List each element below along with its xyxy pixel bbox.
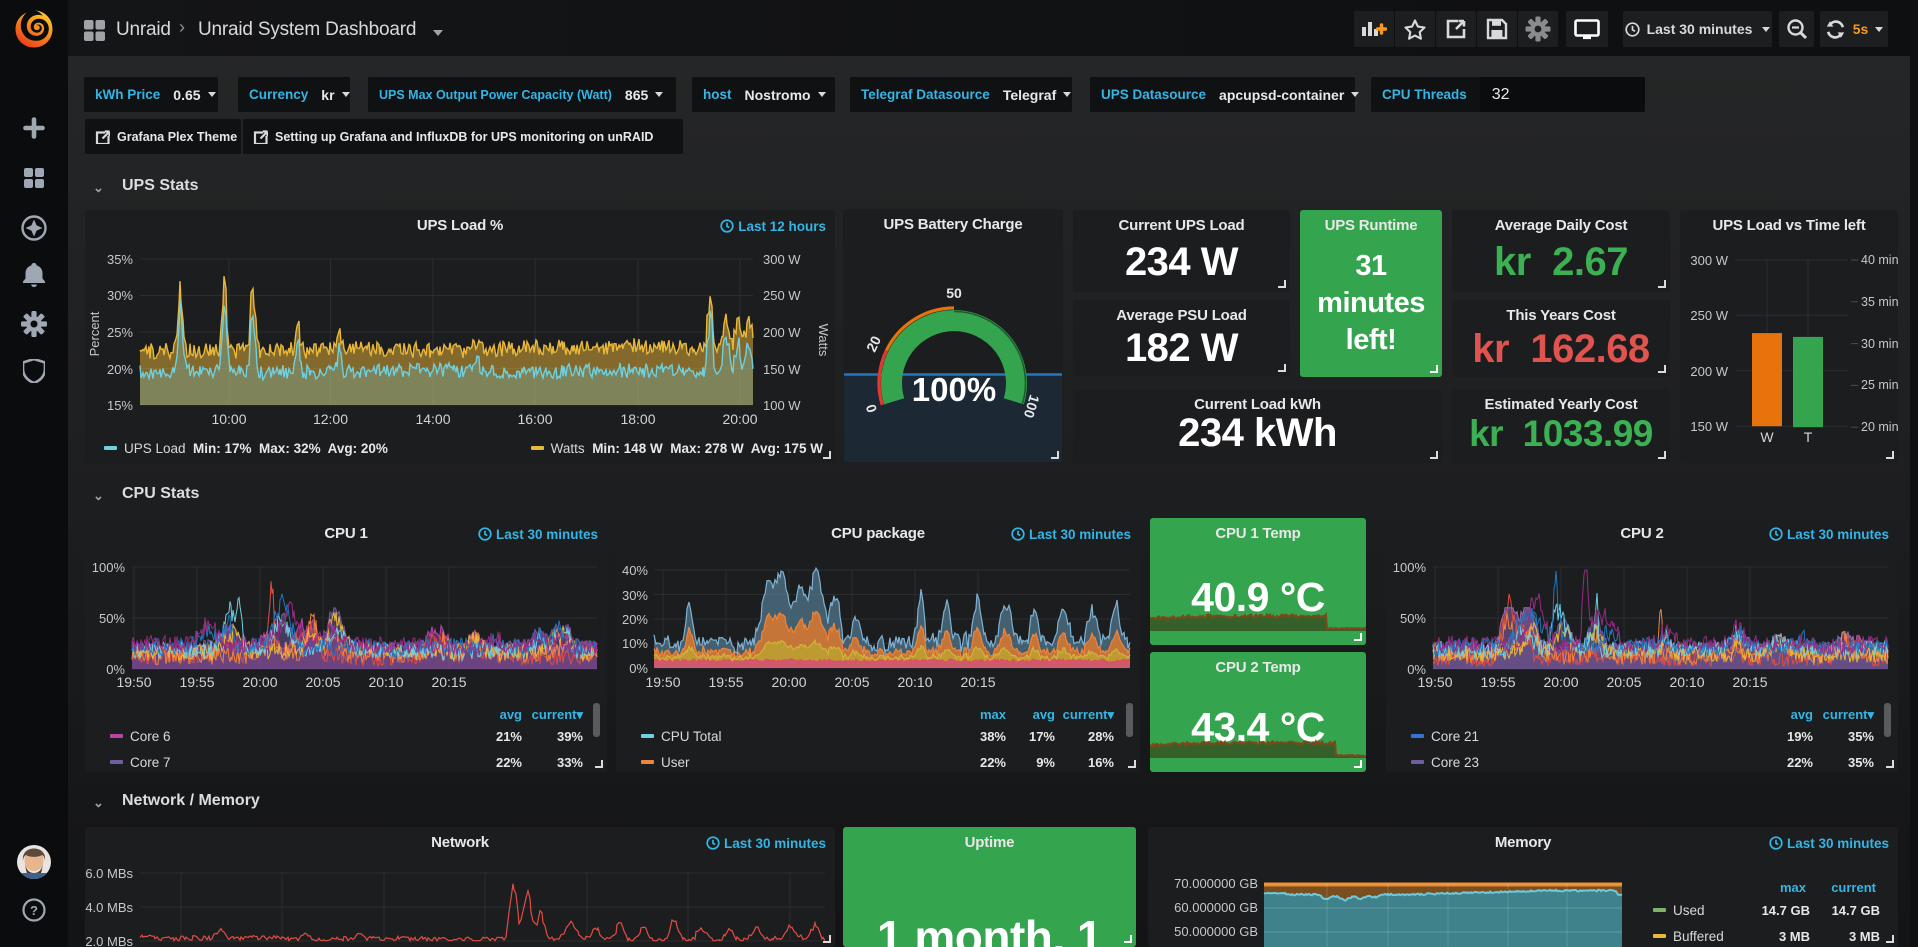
- svg-text:20:00: 20:00: [771, 674, 806, 690]
- svg-text:18:00: 18:00: [620, 411, 655, 427]
- svg-text:250 W: 250 W: [1690, 308, 1728, 323]
- svg-text:25 min: 25 min: [1861, 378, 1898, 392]
- svg-text:20:05: 20:05: [834, 674, 869, 690]
- svg-text:20:05: 20:05: [305, 674, 340, 690]
- svg-text:60.000000 GB: 60.000000 GB: [1174, 900, 1258, 915]
- svg-text:20:10: 20:10: [897, 674, 932, 690]
- svg-text:250 W: 250 W: [763, 288, 801, 303]
- svg-text:Percent: Percent: [87, 311, 102, 356]
- svg-text:20:00: 20:00: [242, 674, 277, 690]
- svg-text:200 W: 200 W: [1690, 364, 1728, 379]
- svg-text:50: 50: [946, 285, 962, 301]
- svg-text:0%: 0%: [629, 661, 648, 676]
- svg-text:200 W: 200 W: [763, 325, 801, 340]
- svg-text:40%: 40%: [622, 563, 648, 578]
- svg-text:T: T: [1804, 429, 1813, 445]
- svg-text:20:00: 20:00: [1543, 674, 1578, 690]
- svg-text:19:50: 19:50: [1417, 674, 1452, 690]
- svg-text:35 min: 35 min: [1861, 295, 1898, 309]
- svg-text:10:00: 10:00: [211, 411, 246, 427]
- svg-text:2.0 MBs: 2.0 MBs: [85, 934, 133, 947]
- svg-text:300 W: 300 W: [763, 252, 801, 267]
- svg-text:20:15: 20:15: [1732, 674, 1767, 690]
- svg-text:16:00: 16:00: [517, 411, 552, 427]
- svg-text:20:05: 20:05: [1606, 674, 1641, 690]
- svg-text:0%: 0%: [106, 662, 125, 677]
- svg-text:20:10: 20:10: [368, 674, 403, 690]
- svg-text:50%: 50%: [99, 611, 125, 626]
- svg-text:70.000000 GB: 70.000000 GB: [1174, 876, 1258, 891]
- svg-text:20:00: 20:00: [722, 411, 757, 427]
- svg-text:19:50: 19:50: [116, 674, 151, 690]
- svg-text:150 W: 150 W: [763, 362, 801, 377]
- svg-text:20 min: 20 min: [1861, 420, 1898, 434]
- svg-text:100%: 100%: [1393, 560, 1427, 575]
- svg-text:20%: 20%: [622, 612, 648, 627]
- svg-text:20%: 20%: [107, 362, 133, 377]
- svg-text:Watts: Watts: [816, 324, 831, 357]
- svg-text:19:55: 19:55: [708, 674, 743, 690]
- svg-text:100%: 100%: [92, 560, 126, 575]
- svg-text:300 W: 300 W: [1690, 253, 1728, 268]
- svg-text:30 min: 30 min: [1861, 337, 1898, 351]
- svg-text:30%: 30%: [622, 588, 648, 603]
- svg-text:12:00: 12:00: [313, 411, 348, 427]
- svg-text:?: ?: [30, 903, 38, 918]
- svg-text:20:10: 20:10: [1669, 674, 1704, 690]
- svg-text:15%: 15%: [107, 398, 133, 413]
- svg-text:19:55: 19:55: [179, 674, 214, 690]
- svg-text:19:50: 19:50: [645, 674, 680, 690]
- svg-text:50%: 50%: [1400, 611, 1426, 626]
- svg-text:W: W: [1760, 429, 1774, 445]
- svg-text:100%: 100%: [912, 371, 996, 408]
- svg-text:100 W: 100 W: [763, 398, 801, 413]
- svg-text:4.0 MBs: 4.0 MBs: [85, 900, 133, 915]
- svg-text:14:00: 14:00: [415, 411, 450, 427]
- svg-text:40 min: 40 min: [1861, 253, 1898, 267]
- svg-text:50.000000 GB: 50.000000 GB: [1174, 924, 1258, 939]
- svg-text:100: 100: [1021, 393, 1043, 420]
- svg-text:20:15: 20:15: [431, 674, 466, 690]
- svg-text:20:15: 20:15: [960, 674, 995, 690]
- svg-text:19:55: 19:55: [1480, 674, 1515, 690]
- svg-text:6.0 MBs: 6.0 MBs: [85, 866, 133, 881]
- svg-text:20: 20: [863, 333, 884, 354]
- svg-text:0%: 0%: [1407, 662, 1426, 677]
- svg-text:10%: 10%: [622, 636, 648, 651]
- svg-text:25%: 25%: [107, 325, 133, 340]
- svg-text:35%: 35%: [107, 252, 133, 267]
- svg-text:30%: 30%: [107, 288, 133, 303]
- svg-text:150 W: 150 W: [1690, 419, 1728, 434]
